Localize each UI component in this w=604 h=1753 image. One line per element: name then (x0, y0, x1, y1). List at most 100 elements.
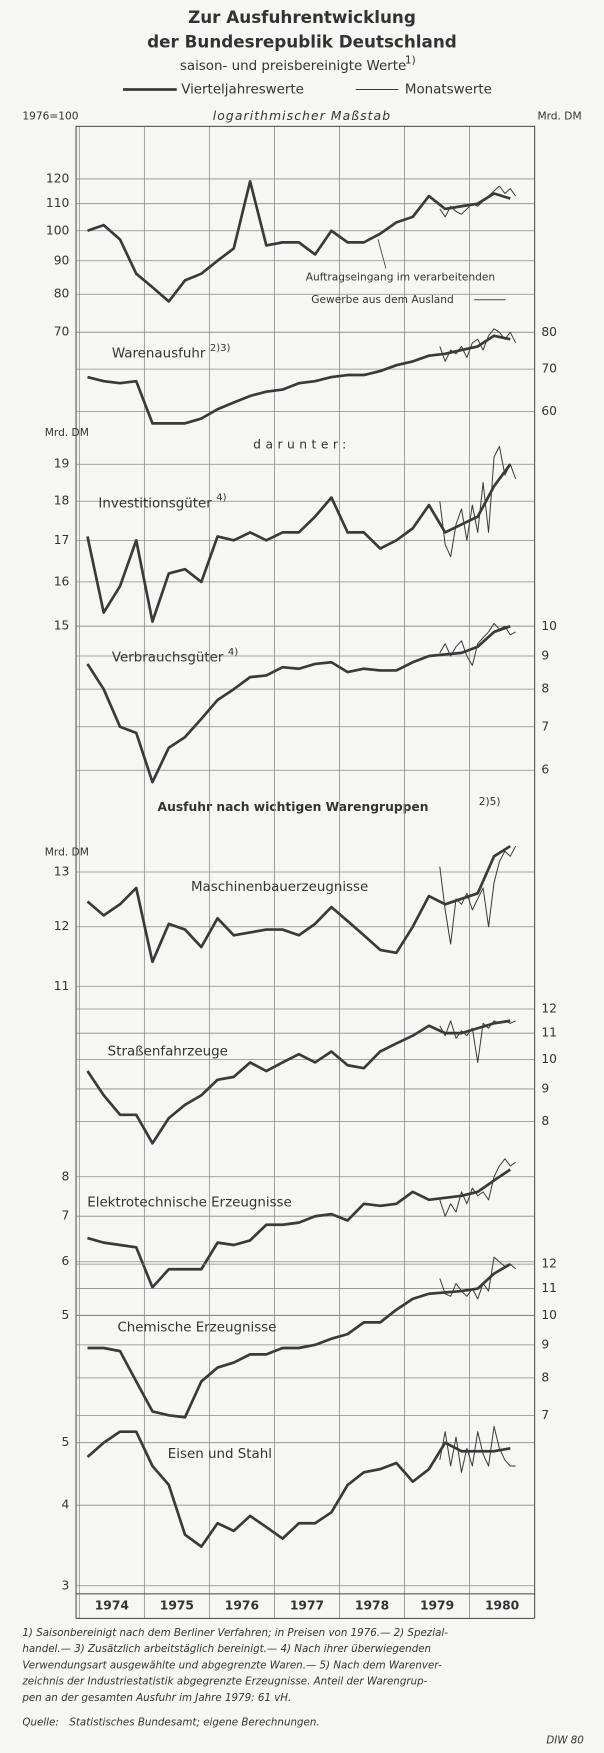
y-tick-label: 9 (541, 1337, 549, 1351)
x-tick-label: 1978 (355, 1599, 389, 1613)
annotation: Gewerbe aus dem Ausland (311, 293, 453, 306)
y-tick-label: 110 (46, 196, 69, 210)
y-tick-label: 18 (54, 494, 70, 508)
quarterly-line (87, 179, 511, 303)
panel-label: Verbrauchsgüter 4) (112, 647, 238, 666)
x-tick-label: 1976 (225, 1599, 259, 1613)
panel-label-note: 4) (216, 493, 226, 504)
panel-label-text: Warenausfuhr (112, 346, 206, 361)
monthly-line (439, 845, 517, 945)
unit-label: Mrd. DM (45, 845, 89, 858)
y-tick-label: 60 (541, 404, 557, 418)
y-tick-label: 70 (54, 325, 70, 339)
unit-label: 1976=100 (22, 109, 78, 122)
quarterly-line (86, 1430, 511, 1548)
panel-label-note: 2)3) (210, 343, 231, 354)
monthly-line (439, 622, 516, 667)
y-tick-label: 13 (54, 864, 70, 878)
panel-label: Straßenfahrzeuge (108, 1044, 228, 1059)
quarterly-line (86, 844, 511, 964)
unit-label: Mrd. DM (537, 109, 581, 122)
y-tick-label: 7 (62, 1209, 70, 1223)
y-tick-label: 6 (541, 763, 549, 777)
title-line: der Bundesrepublik Deutschland (147, 32, 457, 52)
credit: DIW 80 (546, 1734, 584, 1746)
y-tick-label: 12 (54, 919, 70, 933)
panel-label: Warenausfuhr 2)3) (112, 343, 231, 362)
y-tick-label: 5 (62, 1308, 70, 1322)
y-tick-label: 7 (541, 719, 549, 733)
panel-label-text: Chemische Erzeugnisse (117, 1321, 276, 1336)
monthly-line (439, 1425, 516, 1473)
group-header-note: 2)5) (479, 795, 501, 808)
scale-note: logarithmischer Maßstab (213, 109, 391, 123)
unit-label: Mrd. DM (45, 426, 89, 439)
x-tick-label: 1980 (485, 1599, 519, 1613)
monthly-line (439, 1158, 516, 1217)
panel-label-text: Maschinenbauerzeugnisse (191, 880, 368, 895)
section-label: darunter: (253, 438, 351, 452)
x-tick-label: 1975 (160, 1599, 194, 1613)
y-tick-label: 19 (54, 457, 70, 471)
y-tick-label: 70 (541, 362, 557, 376)
y-tick-label: 17 (54, 533, 70, 547)
subtitle: saison- und preisbereinigte Werte (180, 59, 406, 74)
y-tick-label: 8 (541, 1370, 549, 1384)
y-tick-label: 9 (541, 648, 549, 662)
quarterly-line (87, 334, 511, 425)
legend-label: Vierteljahreswerte (181, 82, 304, 97)
y-tick-label: 5 (62, 1435, 70, 1449)
monthly-line (439, 1020, 516, 1063)
y-tick-label: 80 (541, 325, 557, 339)
panel-label-note: 4) (228, 647, 238, 658)
legend-label: Monatswerte (405, 82, 492, 97)
source: Statistisches Bundesamt; eigene Berechnu… (69, 1716, 319, 1728)
subtitle-note: 1) (405, 53, 416, 66)
y-tick-label: 15 (54, 619, 70, 633)
y-tick-label: 12 (541, 1257, 557, 1271)
monthly-line (439, 328, 517, 362)
x-tick-label: 1977 (290, 1599, 324, 1613)
y-tick-label: 6 (62, 1254, 70, 1268)
footnote: handel.— 3) Zusätzlich arbeitstäglich be… (22, 1643, 431, 1655)
y-tick-label: 11 (541, 1026, 557, 1040)
monthly-line (439, 445, 517, 558)
y-tick-label: 16 (54, 574, 70, 588)
y-tick-label: 11 (54, 979, 70, 993)
panel-label-text: Eisen und Stahl (168, 1447, 272, 1462)
y-tick-label: 100 (46, 223, 69, 237)
panel-label: Maschinenbauerzeugnisse (191, 880, 368, 895)
quarterly-line (86, 1019, 511, 1145)
y-tick-label: 8 (541, 682, 549, 696)
group-header: Ausfuhr nach wichtigen Warengruppen (158, 800, 429, 814)
panel-label-text: Straßenfahrzeuge (108, 1044, 228, 1059)
footnote: 1) Saisonbereinigt nach dem Berliner Ver… (22, 1627, 448, 1639)
annotation-leader (377, 239, 387, 269)
x-tick-label: 1974 (95, 1599, 129, 1613)
y-tick-label: 90 (54, 253, 70, 267)
x-tick-label: 1979 (420, 1599, 454, 1613)
footnote: Verwendungsart ausgewählte und abgegrenz… (22, 1659, 442, 1671)
y-tick-label: 120 (46, 171, 69, 185)
panel-label-text: Elektrotechnische Erzeugnisse (87, 1195, 292, 1210)
footnote: pen an der gesamten Ausfuhr im Jahre 197… (21, 1692, 291, 1704)
panel-label-text: Verbrauchsgüter (112, 651, 224, 666)
y-tick-label: 3 (62, 1578, 70, 1592)
y-tick-label: 8 (541, 1114, 549, 1128)
panel-label: Elektrotechnische Erzeugnisse (87, 1195, 292, 1210)
y-tick-label: 10 (541, 1308, 557, 1322)
quarterly-line (87, 1262, 511, 1419)
y-tick-label: 7 (541, 1408, 549, 1422)
monthly-line (439, 185, 517, 218)
title-line: Zur Ausfuhrentwicklung (188, 7, 416, 27)
monthly-line (439, 1256, 516, 1300)
panel-label: Chemische Erzeugnisse (117, 1321, 276, 1336)
quarterly-line (86, 463, 512, 623)
y-tick-label: 12 (541, 1002, 557, 1016)
plot-frame (75, 125, 536, 1595)
quarterly-line (86, 624, 511, 784)
y-tick-label: 80 (54, 287, 70, 301)
y-tick-label: 8 (62, 1169, 70, 1183)
